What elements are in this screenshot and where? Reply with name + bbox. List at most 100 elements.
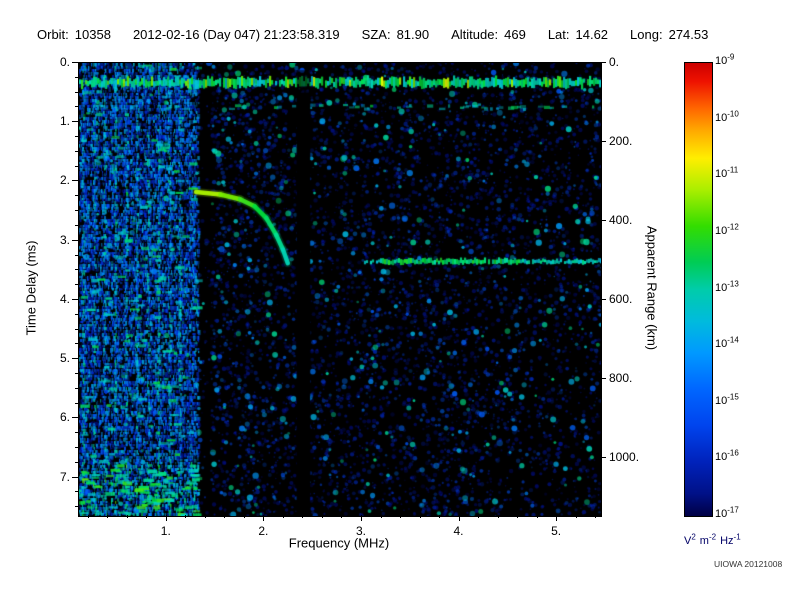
y-axis-minor-tick — [75, 313, 78, 315]
orbit-label: Orbit: — [37, 27, 69, 42]
y-axis-minor-tick — [75, 372, 78, 374]
unit-part: Hz-1 — [720, 532, 741, 547]
range-axis-major-tick — [600, 62, 606, 63]
y-axis-minor-tick — [75, 491, 78, 493]
x-axis-title: Frequency (MHz) — [288, 535, 390, 551]
long-value: 274.53 — [668, 27, 709, 42]
range-axis-major-tick — [600, 377, 606, 379]
colorbar-tick-exponent: -16 — [727, 448, 739, 458]
x-axis-minor-tick — [243, 515, 245, 518]
colorbar-tick-exponent: -10 — [727, 108, 739, 118]
x-axis-minor-tick — [341, 515, 343, 518]
x-axis-minor-tick — [595, 515, 597, 518]
colorbar-tick-label: 10-12 — [715, 222, 739, 237]
colorbar-unit-label: V2 m-2 Hz-1 — [684, 532, 745, 547]
range-tick-label: 200. — [609, 133, 633, 148]
header-info: Orbit: 10358 2012-02-16 (Day 047) 21:23:… — [37, 27, 708, 42]
y-axis-minor-tick — [75, 284, 78, 286]
y-tick-label: 6. — [59, 410, 70, 425]
colorbar-tick-exponent: -11 — [727, 165, 739, 175]
y-axis-minor-tick — [75, 446, 78, 448]
x-axis-minor-tick — [302, 515, 304, 518]
altitude-label: Altitude: — [451, 27, 499, 42]
y-axis-minor-tick — [75, 91, 78, 93]
y-axis-major-tick — [72, 180, 78, 182]
colorbar-tick-label: 10-16 — [715, 448, 739, 464]
colorbar-tick-exponent: -12 — [727, 222, 739, 232]
x-tick-label: 5. — [551, 524, 562, 538]
y-axis-title-right: Apparent Range (km) — [644, 225, 660, 351]
y-axis-major-tick — [72, 239, 78, 241]
x-axis-minor-tick — [575, 515, 577, 518]
x-axis-minor-tick — [107, 515, 109, 518]
altitude-value: 469 — [504, 27, 526, 42]
range-tick-label: 0. — [609, 55, 620, 69]
y-axis-minor-tick — [75, 269, 78, 271]
x-axis-minor-tick — [439, 515, 440, 518]
datetime-text: 2012-02-16 (Day 047) 21:23:58.319 — [132, 27, 340, 42]
x-axis-major-tick — [556, 515, 558, 521]
range-axis-major-tick — [600, 298, 606, 300]
colorbar-tick-label: 10-9 — [715, 52, 735, 67]
y-axis-minor-tick — [75, 106, 78, 108]
y-tick-label: 4. — [59, 291, 70, 306]
x-axis-minor-tick — [185, 515, 187, 518]
y-axis-minor-tick — [75, 136, 78, 137]
x-axis-minor-tick — [478, 515, 479, 518]
y-axis-minor-tick — [75, 210, 78, 211]
colorbar-tick-exponent: -14 — [727, 335, 739, 345]
range-tick-label: 600. — [609, 291, 633, 306]
y-tick-label: 0. — [59, 55, 70, 69]
colorbar-tick-label: 10-11 — [715, 165, 739, 181]
colorbar-tick-exponent: -13 — [727, 278, 739, 288]
unit-part: m-2 — [699, 532, 717, 547]
y-tick-label: 1. — [59, 114, 70, 129]
sza-label: SZA: — [361, 27, 391, 42]
x-axis-minor-tick — [400, 515, 401, 518]
colorbar-tick-exponent: -17 — [727, 505, 739, 515]
y-axis-minor-tick — [75, 387, 78, 389]
x-axis-minor-tick — [87, 515, 89, 518]
y-axis-minor-tick — [75, 343, 78, 345]
y-axis-minor-tick — [75, 195, 78, 197]
colorbar-tick-label: 10-13 — [715, 278, 739, 294]
x-axis-minor-tick — [126, 515, 128, 518]
orbit-value: 10358 — [74, 27, 111, 42]
range-tick-label: 400. — [609, 212, 633, 227]
colorbar-tick-label: 10-15 — [715, 392, 739, 407]
colorbar-tick-label: 10-17 — [715, 505, 739, 520]
y-axis-major-tick — [72, 417, 78, 419]
unit-part: V2 — [684, 532, 696, 547]
x-axis-minor-tick — [282, 515, 284, 518]
x-axis-minor-tick — [497, 515, 499, 518]
x-axis-minor-tick — [224, 515, 226, 518]
colorbar-tick-label: 10-10 — [715, 108, 739, 124]
range-axis-major-tick — [600, 140, 606, 142]
range-tick-label: 800. — [609, 370, 633, 385]
y-axis-minor-tick — [75, 224, 78, 226]
x-axis-minor-tick — [146, 515, 148, 518]
x-axis-minor-tick — [204, 515, 206, 518]
y-axis-minor-tick — [75, 150, 78, 152]
y-tick-label: 5. — [59, 351, 70, 366]
y-axis-major-tick — [72, 476, 78, 478]
y-axis-minor-tick — [75, 254, 78, 256]
x-axis-minor-tick — [536, 515, 538, 518]
y-axis-major-tick — [72, 358, 78, 360]
colorbar-tick-exponent: -9 — [727, 52, 735, 62]
x-axis-minor-tick — [517, 515, 519, 518]
x-tick-label: 2. — [258, 524, 269, 538]
x-tick-label: 4. — [453, 524, 464, 538]
x-axis-major-tick — [458, 515, 460, 521]
colorbar-tick-label: 10-14 — [715, 335, 739, 351]
x-tick-label: 1. — [160, 524, 171, 538]
y-tick-label: 3. — [59, 232, 70, 247]
range-axis-major-tick — [600, 219, 606, 221]
y-tick-label: 7. — [59, 469, 70, 484]
y-axis-minor-tick — [75, 432, 78, 434]
y-axis-title-left: Time Delay (ms) — [23, 240, 39, 336]
lat-value: 14.62 — [575, 27, 609, 42]
y-axis-major-tick — [72, 298, 78, 300]
long-label: Long: — [630, 27, 663, 42]
